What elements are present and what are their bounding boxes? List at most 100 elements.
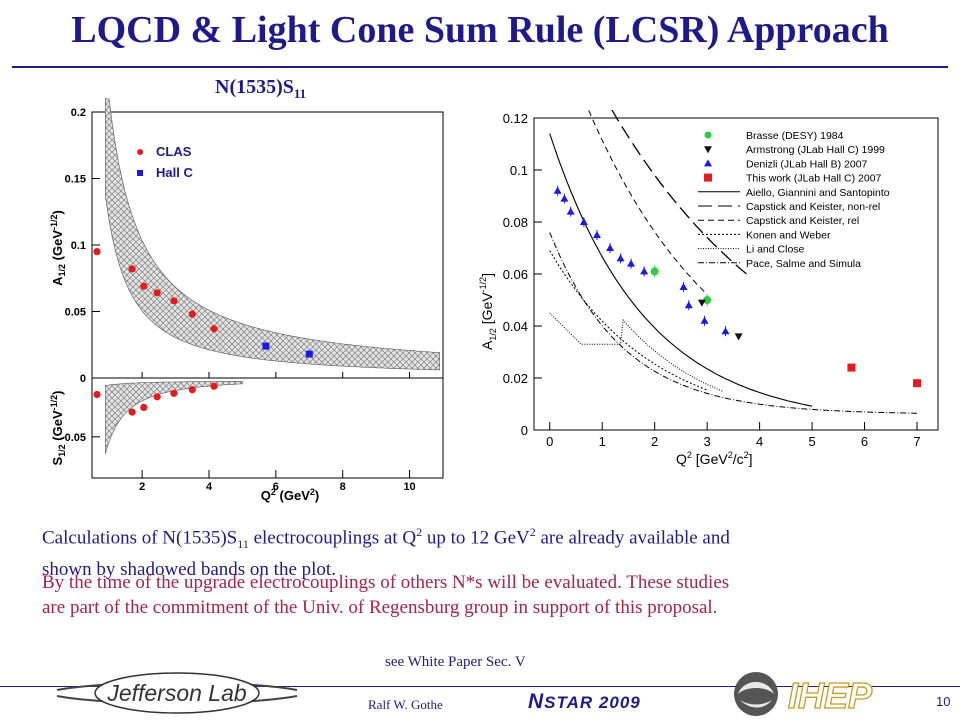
legend-clas-marker	[137, 149, 143, 155]
slide-title: LQCD & Light Cone Sum Rule (LCSR) Approa…	[71, 9, 889, 51]
legend-label: Armstrong (JLab Hall C) 1999	[746, 144, 885, 156]
para1-line1: Calculations of N(1535)S11 electrocoupli…	[42, 520, 730, 557]
legend-label: This work (JLab Hall C) 2007	[746, 173, 882, 185]
right-x-axis-label: Q2 [GeV2/c2]	[676, 450, 753, 467]
denizli-point	[721, 327, 730, 335]
legend-label: Brasse (DESY) 1984	[746, 130, 844, 142]
title-divider	[12, 66, 948, 68]
curve-konen-weber	[549, 250, 708, 391]
clas-s12-point	[140, 403, 148, 412]
legend-brasse-marker	[704, 131, 712, 139]
para2-line2: are part of the commitment of the Univ. …	[42, 597, 718, 618]
right-y-tick-label: 0	[521, 423, 528, 438]
denizli-point	[700, 316, 709, 324]
para1-line2: shown by shadowed bands on the plot.	[42, 559, 336, 581]
thiswork-point	[913, 379, 922, 388]
brasse-point	[650, 267, 659, 276]
brasse-point	[703, 296, 712, 304]
left-x-tick-label: 8	[340, 481, 346, 493]
conference-name: NSTAR 2009	[528, 690, 641, 714]
clas-point	[93, 248, 101, 256]
para1-sup-a: 2	[416, 525, 423, 539]
paragraph-upgrade: By the time of the upgrade electrocoupli…	[42, 570, 729, 620]
para1-text-d: are already available and	[535, 527, 730, 549]
right-chart: 0 1 2 3 4 5 6 7 0 0.02 0.04 0.06 0.08 0.1 0.12 Brasse …	[476, 91, 950, 478]
right-x-tick-label: 2	[651, 434, 658, 449]
subtitle-sub: 11	[293, 86, 307, 101]
jlab-logo-text: Jefferson Lab	[106, 680, 247, 706]
curve-aiello	[549, 133, 813, 407]
legend-label: Konen and Weber	[746, 229, 831, 241]
author-name: Ralf W. Gothe	[368, 697, 443, 712]
hallc-point	[262, 342, 270, 350]
clas-s12-point	[93, 390, 101, 399]
legend-label: Li and Close	[746, 244, 805, 256]
clas-s12-point	[128, 408, 136, 416]
denizli-point	[627, 259, 636, 267]
legend-thiswork-marker	[704, 173, 712, 182]
clas-point	[188, 310, 196, 318]
para2-line1: By the time of the upgrade electrocoupli…	[42, 572, 730, 593]
right-y-tick-label: 0.08	[503, 215, 528, 230]
armstrong-point	[734, 333, 743, 341]
clas-s12-point	[188, 386, 196, 394]
legend-label: Capstick and Keister, rel	[746, 215, 859, 227]
right-x-tick-label: 5	[808, 434, 815, 449]
ihep-logo-text: IHEP	[788, 675, 873, 716]
top-theory-band	[105, 63, 440, 371]
right-y-tick-label: 0.1	[510, 163, 528, 178]
jefferson-lab-logo: Jefferson Lab	[56, 672, 298, 714]
clas-point	[170, 297, 178, 305]
denizli-point	[616, 254, 625, 262]
para1-text-a: Calculations of N(1535)S	[42, 527, 238, 549]
bottom-theory-band	[105, 381, 243, 454]
para1-sub: 11	[237, 537, 249, 552]
right-y-tick-label: 0.06	[503, 267, 528, 282]
ihep-logo: IHEP	[734, 672, 874, 717]
denizli-point	[553, 186, 562, 194]
denizli-point	[560, 194, 569, 202]
white-paper-reference: see White Paper Sec. V	[385, 654, 526, 670]
legend-label: Capstick and Keister, non-rel	[746, 201, 880, 213]
left-x-tick-label: 6	[273, 481, 279, 493]
curve-pace	[549, 232, 917, 414]
clas-point	[128, 265, 136, 273]
legend-hallc-marker	[137, 170, 143, 176]
legend-label: Aiello, Giannini and Santopinto	[746, 187, 890, 199]
right-x-tick-label: 0	[546, 434, 553, 449]
right-y-tick-label: 0.12	[503, 111, 528, 126]
para1-text-c: up to 12 GeV	[422, 527, 530, 549]
legend-label: Pace, Salme and Simula	[746, 258, 861, 270]
legend-label: Denizli (JLab Hall B) 2007	[746, 158, 868, 170]
clas-point	[210, 325, 218, 333]
subtitle-main: N(1535)S	[215, 76, 294, 98]
legend-hallc-label: Hall C	[156, 165, 193, 180]
right-chart-svg: 0 1 2 3 4 5 6 7 0 0.02 0.04 0.06 0.08 0.1 0.12 Brasse …	[478, 91, 939, 467]
right-x-tick-label: 4	[756, 434, 763, 449]
clas-point	[153, 289, 161, 297]
denizli-point	[684, 301, 693, 309]
left-chart-svg: 0 0.05 0.1 0.15 0.2 -0.05 2 4 6 8 10 CLAS Hall C A…	[49, 63, 444, 503]
left-x-tick-label: 2	[139, 481, 145, 493]
left-chart: 0 0.05 0.1 0.15 0.2 -0.05 2 4 6 8 10 CLAS Hall C A…	[40, 63, 450, 510]
top-y-tick-label: 0.15	[65, 174, 86, 186]
conference-initial: N	[528, 690, 545, 713]
right-x-tick-label: 1	[599, 434, 606, 449]
thiswork-point	[847, 363, 856, 372]
right-y-axis-label: A1/2 [GeV-1/2]	[478, 273, 498, 350]
left-x-tick-label: 10	[403, 481, 415, 493]
conference-rest: STAR 2009	[544, 693, 641, 712]
curve-li-close	[549, 312, 724, 392]
right-x-tick-label: 7	[913, 434, 920, 449]
top-y-axis-label: A1/2 (GeV-1/2)	[49, 210, 67, 286]
armstrong-point	[697, 299, 706, 307]
top-y-tick-label: 0.2	[71, 107, 86, 119]
para1-sup-b: 2	[529, 525, 536, 539]
top-y-tick-label: 0	[80, 373, 86, 385]
hallc-point	[305, 350, 313, 358]
top-y-tick-label: 0.1	[71, 240, 86, 252]
denizli-point	[679, 283, 688, 290]
bottom-y-tick-label: -0.05	[61, 432, 86, 444]
clas-s12-point	[170, 389, 178, 397]
denizli-point	[640, 267, 649, 275]
